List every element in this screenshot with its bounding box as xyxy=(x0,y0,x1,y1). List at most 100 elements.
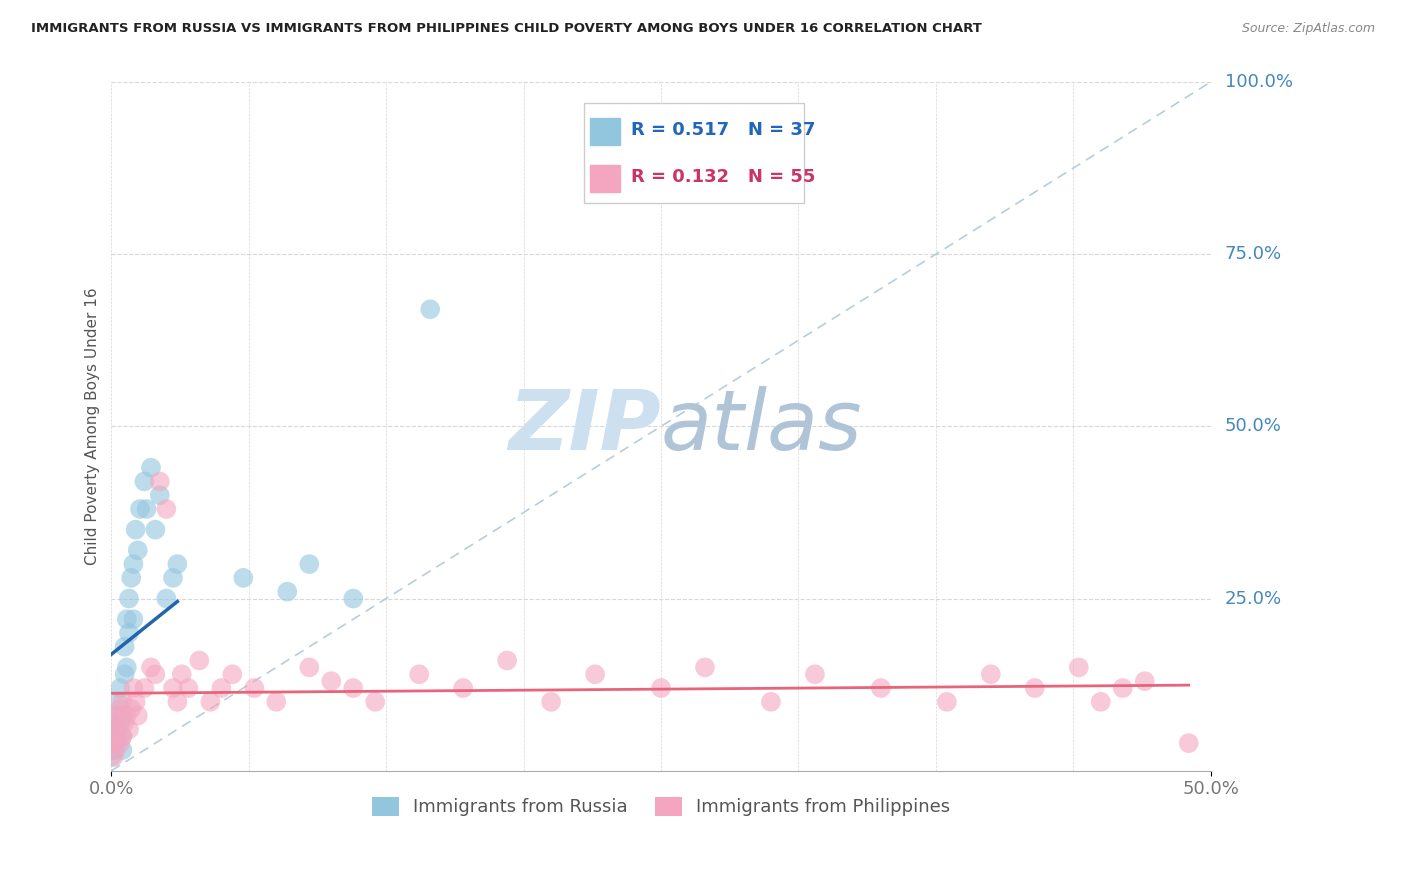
Point xyxy=(114,667,136,681)
Point xyxy=(298,660,321,674)
Point xyxy=(104,715,127,730)
Point xyxy=(221,667,243,681)
Point xyxy=(155,502,177,516)
Point xyxy=(124,523,146,537)
Point xyxy=(540,695,562,709)
Point xyxy=(870,681,893,695)
Point xyxy=(145,667,167,681)
Point xyxy=(266,695,288,709)
Point xyxy=(103,750,125,764)
Point xyxy=(129,502,152,516)
Point xyxy=(120,702,142,716)
Point xyxy=(804,667,827,681)
Point xyxy=(298,557,321,571)
Point xyxy=(321,674,343,689)
Text: 75.0%: 75.0% xyxy=(1225,245,1282,263)
Point xyxy=(108,715,131,730)
Point xyxy=(496,653,519,667)
Point xyxy=(103,743,125,757)
Bar xyxy=(589,165,620,192)
Point xyxy=(162,681,184,695)
Point xyxy=(155,591,177,606)
Point xyxy=(122,557,145,571)
Point xyxy=(108,736,131,750)
Point xyxy=(177,681,200,695)
Point xyxy=(134,681,156,695)
Point xyxy=(935,695,957,709)
Point xyxy=(583,667,606,681)
Point xyxy=(1024,681,1046,695)
Point xyxy=(342,681,364,695)
Point xyxy=(107,695,129,709)
Point xyxy=(149,488,172,502)
Point xyxy=(115,708,138,723)
Point xyxy=(139,660,162,674)
Point xyxy=(1090,695,1112,709)
Text: 100.0%: 100.0% xyxy=(1225,73,1292,91)
Point xyxy=(166,557,188,571)
Y-axis label: Child Poverty Among Boys Under 16: Child Poverty Among Boys Under 16 xyxy=(86,287,100,566)
Point xyxy=(107,723,129,737)
Point xyxy=(120,571,142,585)
Text: Source: ZipAtlas.com: Source: ZipAtlas.com xyxy=(1241,22,1375,36)
Point xyxy=(111,729,134,743)
Point xyxy=(103,729,125,743)
Point xyxy=(364,695,387,709)
Point xyxy=(111,743,134,757)
Point xyxy=(104,736,127,750)
Text: R = 0.132   N = 55: R = 0.132 N = 55 xyxy=(631,168,815,186)
Point xyxy=(127,708,149,723)
Point xyxy=(232,571,254,585)
Point xyxy=(114,640,136,654)
Point xyxy=(1112,681,1135,695)
Text: 50.0%: 50.0% xyxy=(1225,417,1281,435)
Point xyxy=(124,695,146,709)
Point xyxy=(118,626,141,640)
Point xyxy=(100,750,122,764)
Point xyxy=(111,729,134,743)
Point xyxy=(111,708,134,723)
Point xyxy=(342,591,364,606)
Point xyxy=(111,695,134,709)
Point xyxy=(122,612,145,626)
Point xyxy=(209,681,232,695)
Point xyxy=(108,681,131,695)
Point xyxy=(650,681,672,695)
Point xyxy=(103,723,125,737)
Point xyxy=(276,584,298,599)
Point xyxy=(115,612,138,626)
Point xyxy=(149,475,172,489)
Point xyxy=(104,708,127,723)
Point xyxy=(1133,674,1156,689)
Point xyxy=(1067,660,1090,674)
Point xyxy=(118,723,141,737)
Point xyxy=(243,681,266,695)
Point xyxy=(108,702,131,716)
Point xyxy=(107,729,129,743)
Point xyxy=(170,667,193,681)
Point xyxy=(104,743,127,757)
Bar xyxy=(589,118,620,145)
Legend: Immigrants from Russia, Immigrants from Philippines: Immigrants from Russia, Immigrants from … xyxy=(364,789,957,823)
Point xyxy=(166,695,188,709)
Point xyxy=(200,695,222,709)
Point xyxy=(693,660,716,674)
Point xyxy=(139,460,162,475)
Point xyxy=(114,715,136,730)
Point xyxy=(162,571,184,585)
Point xyxy=(127,543,149,558)
Point xyxy=(100,736,122,750)
Point xyxy=(451,681,474,695)
FancyBboxPatch shape xyxy=(583,103,804,202)
Text: R = 0.517   N = 37: R = 0.517 N = 37 xyxy=(631,121,815,139)
Point xyxy=(118,591,141,606)
Point xyxy=(107,708,129,723)
Point xyxy=(115,660,138,674)
Text: atlas: atlas xyxy=(661,386,863,467)
Point xyxy=(135,502,157,516)
Point xyxy=(419,302,441,317)
Point xyxy=(188,653,211,667)
Point xyxy=(145,523,167,537)
Point xyxy=(1177,736,1199,750)
Point xyxy=(408,667,430,681)
